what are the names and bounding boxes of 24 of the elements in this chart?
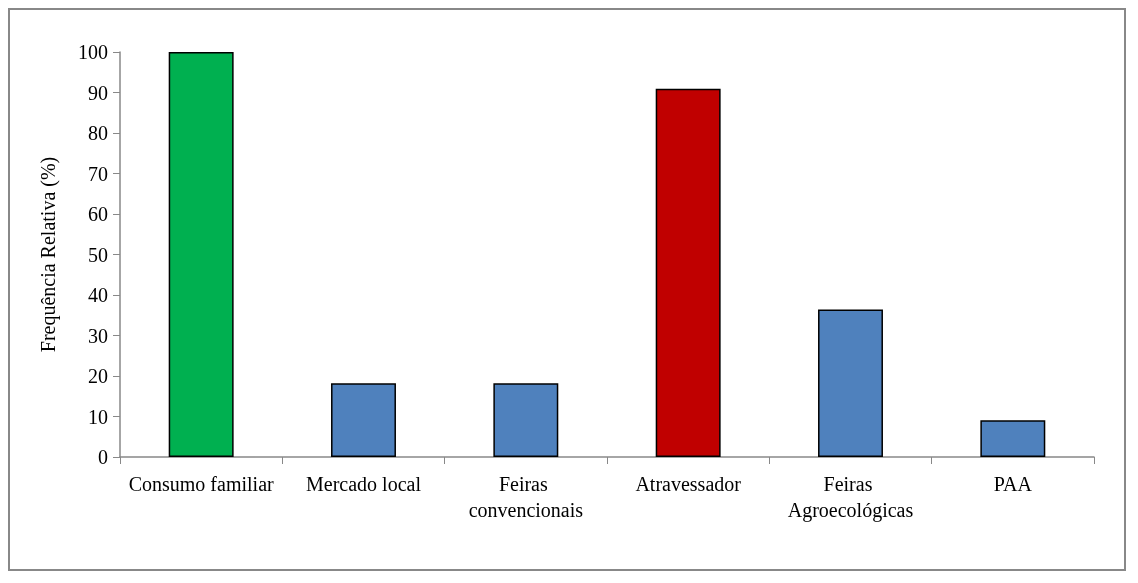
bar xyxy=(168,52,234,457)
y-tick-label: 10 xyxy=(88,405,108,428)
y-tick-label: 50 xyxy=(88,243,108,266)
y-tick-label: 0 xyxy=(98,446,108,468)
y-tick-label: 70 xyxy=(88,162,108,185)
x-tick-label: Consumo familiar xyxy=(128,473,274,495)
x-tick-label: Atravessador xyxy=(635,473,742,495)
y-tick-label: 30 xyxy=(88,324,108,347)
y-tick-label: 100 xyxy=(78,41,108,63)
x-tick-label: Mercado local xyxy=(306,473,422,495)
x-tick-label: Feiras convencionais xyxy=(468,473,584,521)
bar xyxy=(980,420,1046,457)
y-tick-label: 80 xyxy=(88,122,108,144)
x-tick-label: PAA xyxy=(993,473,1033,495)
bar xyxy=(493,383,559,457)
y-tick-label: 90 xyxy=(88,81,108,104)
y-tick-label: 60 xyxy=(88,203,108,225)
bar xyxy=(331,383,396,457)
x-tick-label: Feiras Agroecológicas xyxy=(787,473,914,522)
y-tick-label: 40 xyxy=(88,284,108,306)
y-tick-label: 20 xyxy=(88,365,108,387)
bar xyxy=(818,309,883,457)
y-axis-title: Frequência Relativa (%) xyxy=(37,156,60,353)
bar xyxy=(655,88,721,457)
